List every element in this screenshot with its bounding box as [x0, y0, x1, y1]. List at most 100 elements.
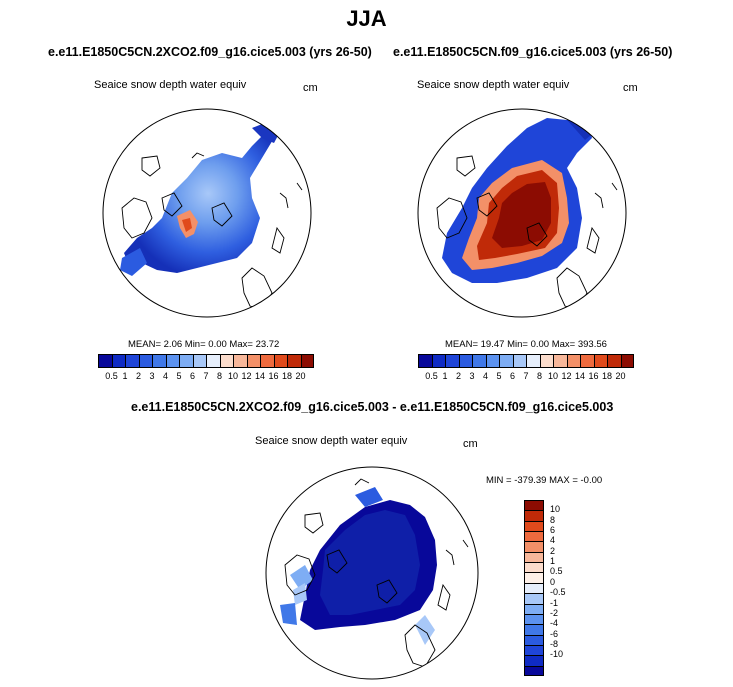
difference-map: [265, 466, 479, 680]
panel-2-variable-label: Seaice snow depth water equiv: [417, 79, 570, 91]
colorbar-swatch: [472, 354, 486, 368]
colorbar-swatch: [620, 354, 634, 368]
colorbar-swatch: [458, 354, 472, 368]
colorbar-swatch: [566, 354, 580, 368]
colorbar-swatch: [233, 354, 247, 368]
colorbar-swatch: [553, 354, 567, 368]
colorbar-tick-label: 7: [203, 371, 209, 381]
colorbar-swatch: [524, 644, 544, 656]
colorbar-tick-label: 14: [574, 371, 585, 381]
colorbar-tick-label: 8: [536, 371, 542, 381]
panel-1-seaice-field: [124, 120, 277, 273]
colorbar-tick-label: 4: [482, 371, 488, 381]
colorbar-tick-label: -0.5: [550, 587, 566, 598]
colorbar-tick-label: 0.5: [550, 566, 563, 577]
colorbar-swatch: [111, 354, 125, 368]
colorbar-tick-label: 10: [550, 504, 561, 515]
colorbar-swatch: [539, 354, 553, 368]
difference-colorbar-ticks: 10 8 6 4 2 1 0.5 0 -0.5 -1 -2 -4 -6 -8 -10: [550, 500, 590, 676]
colorbar-swatch: [524, 531, 544, 542]
panel-1-variable-label: Seaice snow depth water equiv: [94, 79, 247, 91]
colorbar-swatch: [524, 593, 544, 604]
colorbar-tick-label: 6: [550, 525, 556, 536]
colorbar-tick-label: 5: [496, 371, 502, 381]
colorbar-swatch: [431, 354, 445, 368]
colorbar-tick-label: 1: [442, 371, 448, 381]
colorbar-tick-label: 14: [254, 371, 265, 381]
colorbar-swatch: [98, 354, 112, 368]
colorbar-tick-label: -2: [550, 607, 559, 618]
colorbar-swatch: [125, 354, 139, 368]
colorbar-tick-label: 4: [162, 371, 168, 381]
colorbar-tick-label: -4: [550, 618, 559, 629]
colorbar-tick-label: 1: [550, 556, 556, 567]
panel-2-max: 393.56: [577, 339, 607, 350]
colorbar-swatch: [524, 613, 544, 625]
colorbar-tick-label: 3: [469, 371, 475, 381]
difference-units-label: cm: [463, 438, 478, 450]
colorbar-tick-label: 6: [189, 371, 195, 381]
colorbar-swatch: [485, 354, 499, 368]
colorbar-tick-label: 10: [547, 371, 558, 381]
panel-1-max-label: Max=: [229, 339, 253, 350]
colorbar-tick-label: 20: [295, 371, 306, 381]
colorbar-tick-label: -10: [550, 649, 564, 660]
colorbar-tick-label: 5: [176, 371, 182, 381]
panel-2-stats: MEAN= 19.47 Min= 0.00 Max= 393.56: [445, 339, 607, 350]
colorbar-tick-label: 10: [227, 371, 238, 381]
colorbar-tick-label: 0.5: [105, 371, 118, 381]
panel-1-colorbar-ticks: 0.5 1 2 3 4 5 6 7 8 10 12 14 16 18 20: [98, 371, 314, 383]
colorbar-tick-label: 20: [615, 371, 626, 381]
colorbar-swatch: [524, 520, 544, 532]
panel-1-mean: 2.06: [163, 339, 183, 350]
panel-2-title: e.e11.E1850C5CN.f09_g16.cice5.003 (yrs 2…: [393, 45, 673, 59]
colorbar-swatch: [524, 500, 544, 511]
colorbar-tick-label: 2: [455, 371, 461, 381]
colorbar-swatch: [287, 354, 301, 368]
colorbar-tick-label: 16: [268, 371, 279, 381]
colorbar-tick-label: 18: [281, 371, 292, 381]
panel-2-units-label: cm: [623, 82, 638, 94]
colorbar-tick-label: 16: [588, 371, 599, 381]
colorbar-swatch: [138, 354, 152, 368]
colorbar-swatch: [206, 354, 220, 368]
panel-2-colorbar-ticks: 0.5 1 2 3 4 5 6 7 8 10 12 14 16 18 20: [418, 371, 634, 383]
colorbar-swatch: [418, 354, 432, 368]
colorbar-swatch: [524, 655, 544, 666]
difference-title: e.e11.E1850C5CN.2XCO2.f09_g16.cice5.003 …: [131, 400, 614, 414]
colorbar-tick-label: 12: [561, 371, 572, 381]
colorbar-tick-label: 0: [550, 576, 556, 587]
colorbar-swatch: [246, 354, 260, 368]
colorbar-tick-label: 8: [550, 514, 556, 525]
colorbar-swatch: [524, 624, 544, 635]
colorbar-swatch: [165, 354, 179, 368]
colorbar-tick-label: 7: [523, 371, 529, 381]
panel-1-stats: MEAN= 2.06 Min= 0.00 Max= 23.72: [128, 339, 279, 350]
colorbar-swatch: [260, 354, 274, 368]
colorbar-swatch: [219, 354, 233, 368]
colorbar-swatch: [192, 354, 206, 368]
colorbar-tick-label: 12: [241, 371, 252, 381]
colorbar-tick-label: 0.5: [425, 371, 438, 381]
colorbar-swatch: [273, 354, 287, 368]
panel-1-mean-label: MEAN=: [128, 339, 161, 350]
difference-minmax: MIN = -379.39 MAX = -0.00: [486, 475, 603, 486]
colorbar-swatch: [607, 354, 621, 368]
colorbar-tick-label: 1: [122, 371, 128, 381]
colorbar-tick-label: 4: [550, 535, 556, 546]
colorbar-swatch: [499, 354, 513, 368]
panel-1-min-label: Min=: [184, 339, 206, 350]
colorbar-tick-label: 6: [509, 371, 515, 381]
panel-2-mean-label: MEAN=: [445, 339, 478, 350]
panel-1-min: 0.00: [208, 339, 227, 350]
colorbar-tick-label: 8: [216, 371, 222, 381]
panel-2-min-label: Min=: [507, 339, 528, 350]
colorbar-swatch: [526, 354, 540, 368]
colorbar-swatch: [152, 354, 166, 368]
panel-1-title: e.e11.E1850C5CN.2XCO2.f09_g16.cice5.003 …: [48, 45, 372, 59]
difference-colorbar: [524, 500, 544, 676]
panel-1-map: [102, 108, 312, 318]
colorbar-swatch: [580, 354, 594, 368]
panel-2-colorbar: [418, 354, 634, 368]
colorbar-tick-label: -8: [550, 638, 559, 649]
